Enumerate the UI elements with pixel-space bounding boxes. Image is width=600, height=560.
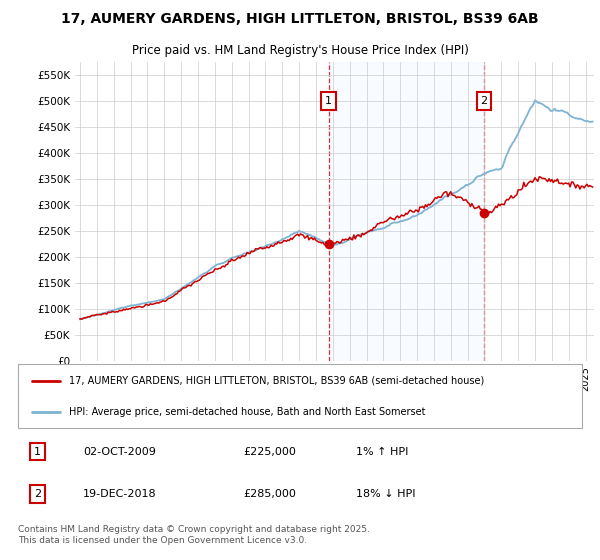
Text: Contains HM Land Registry data © Crown copyright and database right 2025.
This d: Contains HM Land Registry data © Crown c… (18, 525, 370, 545)
Text: 2: 2 (481, 96, 488, 106)
Text: 18% ↓ HPI: 18% ↓ HPI (356, 489, 416, 499)
Text: 1% ↑ HPI: 1% ↑ HPI (356, 446, 409, 456)
Text: £225,000: £225,000 (244, 446, 296, 456)
Text: £285,000: £285,000 (244, 489, 296, 499)
Text: HPI: Average price, semi-detached house, Bath and North East Somerset: HPI: Average price, semi-detached house,… (69, 407, 425, 417)
FancyBboxPatch shape (18, 364, 582, 428)
Text: 02-OCT-2009: 02-OCT-2009 (83, 446, 156, 456)
Text: 17, AUMERY GARDENS, HIGH LITTLETON, BRISTOL, BS39 6AB (semi-detached house): 17, AUMERY GARDENS, HIGH LITTLETON, BRIS… (69, 376, 484, 386)
Text: 2: 2 (34, 489, 41, 499)
Text: 17, AUMERY GARDENS, HIGH LITTLETON, BRISTOL, BS39 6AB: 17, AUMERY GARDENS, HIGH LITTLETON, BRIS… (61, 12, 539, 26)
Text: 1: 1 (325, 96, 332, 106)
Text: 1: 1 (34, 446, 41, 456)
Text: 19-DEC-2018: 19-DEC-2018 (83, 489, 157, 499)
Text: Price paid vs. HM Land Registry's House Price Index (HPI): Price paid vs. HM Land Registry's House … (131, 44, 469, 57)
Bar (329, 62, 484, 361)
